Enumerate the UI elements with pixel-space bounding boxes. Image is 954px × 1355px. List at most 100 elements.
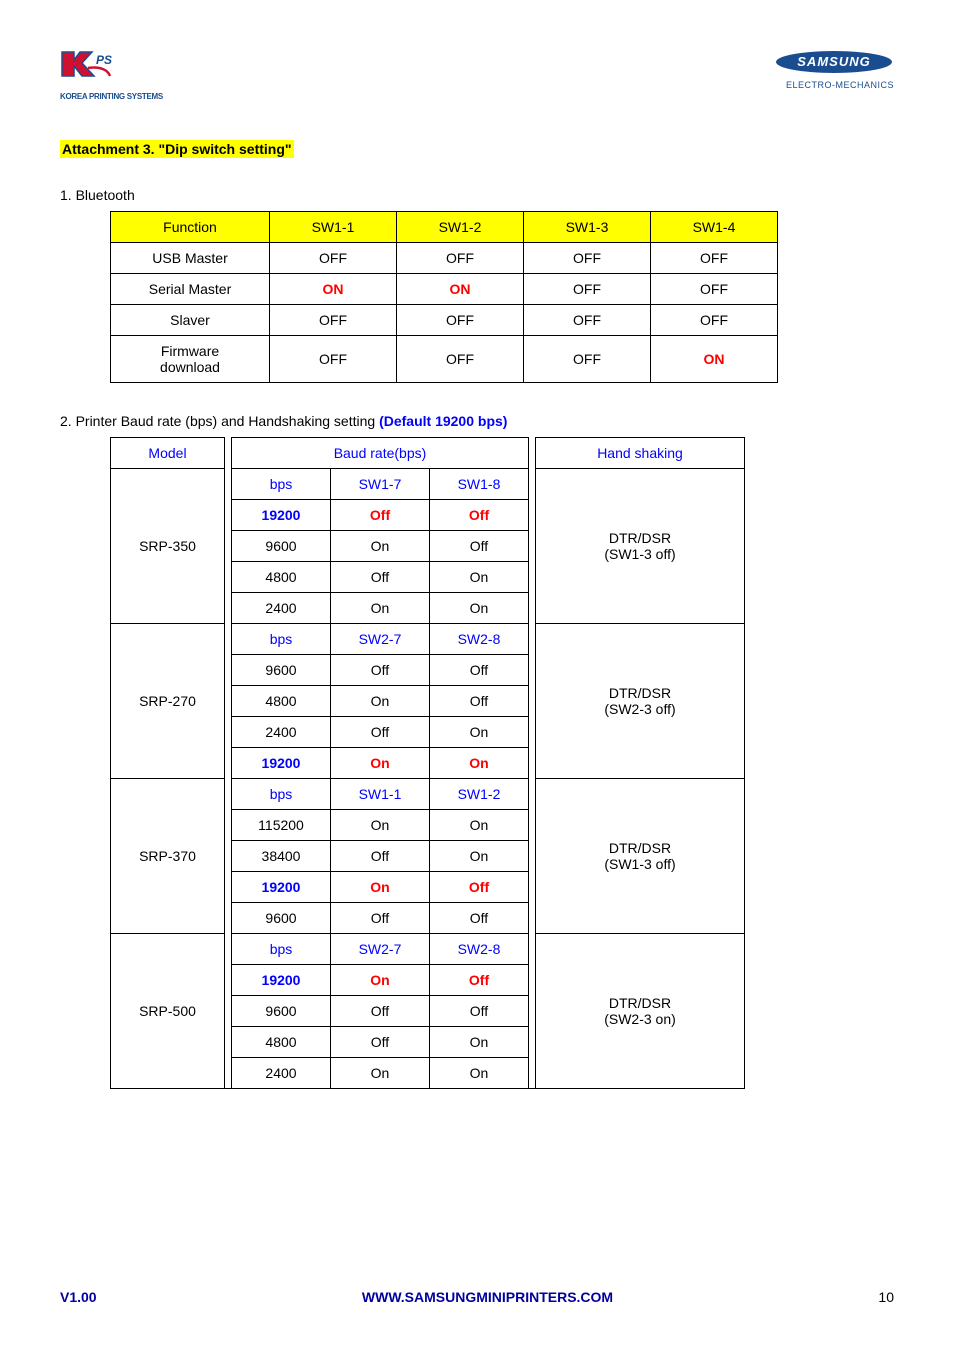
- separator: [225, 624, 232, 779]
- table-subheader-cell: bps: [232, 624, 331, 655]
- table-cell: On: [430, 1058, 529, 1089]
- attachment-title-row: Attachment 3. "Dip switch setting": [60, 141, 894, 157]
- table-cell: Off: [430, 996, 529, 1027]
- table-cell: 4800: [232, 562, 331, 593]
- table-subheader-cell: SW2-8: [430, 934, 529, 965]
- separator: [225, 469, 232, 624]
- table-cell: 2400: [232, 593, 331, 624]
- table-cell: On: [430, 810, 529, 841]
- attachment-title: Attachment 3. "Dip switch setting": [60, 140, 294, 158]
- samsung-logo-subtext: ELECTRO-MECHANICS: [786, 80, 894, 90]
- table-cell: Off: [430, 872, 529, 903]
- logo-kps-block: PS KOREA PRINTING SYSTEMS: [60, 50, 163, 101]
- table-cell: On: [430, 748, 529, 779]
- table-row: SlaverOFFOFFOFFOFF: [111, 305, 778, 336]
- table-subheader-cell: bps: [232, 779, 331, 810]
- handshaking-cell: DTR/DSR(SW1-3 off): [536, 469, 745, 624]
- table-header-cell: SW1-2: [397, 212, 524, 243]
- svg-text:SAMSUNG: SAMSUNG: [797, 54, 870, 69]
- table-cell: OFF: [651, 305, 778, 336]
- table-subheader-cell: SW2-7: [331, 624, 430, 655]
- table-cell: OFF: [651, 243, 778, 274]
- table-cell: On: [430, 562, 529, 593]
- footer-page-number: 10: [878, 1289, 894, 1305]
- kps-logo-subtext: KOREA PRINTING SYSTEMS: [60, 92, 163, 101]
- table-cell: ON: [270, 274, 397, 305]
- svg-text:PS: PS: [96, 53, 112, 67]
- table-cell: On: [331, 810, 430, 841]
- footer-url: WWW.SAMSUNGMINIPRINTERS.COM: [362, 1289, 613, 1305]
- table-cell: 19200: [232, 748, 331, 779]
- table-cell: 19200: [232, 965, 331, 996]
- table-cell: Off: [331, 903, 430, 934]
- table-cell: 9600: [232, 996, 331, 1027]
- model-cell: SRP-500: [111, 934, 225, 1089]
- table-cell: 9600: [232, 531, 331, 562]
- bluetooth-heading: 1. Bluetooth: [60, 187, 894, 203]
- table-cell: OFF: [397, 305, 524, 336]
- table-cell: Slaver: [111, 305, 270, 336]
- table-cell: On: [331, 531, 430, 562]
- table-cell: Off: [331, 841, 430, 872]
- handshaking-cell: DTR/DSR(SW2-3 on): [536, 934, 745, 1089]
- header-baud: Baud rate(bps): [232, 438, 529, 469]
- table-cell: 2400: [232, 717, 331, 748]
- table-header-row: FunctionSW1-1SW1-2SW1-3SW1-4: [111, 212, 778, 243]
- table-header-cell: SW1-4: [651, 212, 778, 243]
- table-cell: OFF: [524, 243, 651, 274]
- table-cell: ON: [651, 336, 778, 383]
- table-subheader-cell: bps: [232, 934, 331, 965]
- table-cell: OFF: [397, 336, 524, 383]
- separator: [529, 469, 536, 624]
- table-cell: ON: [397, 274, 524, 305]
- table-cell: Off: [331, 500, 430, 531]
- table-subheader-cell: SW2-7: [331, 934, 430, 965]
- table-subheader-cell: SW1-8: [430, 469, 529, 500]
- table-cell: On: [430, 593, 529, 624]
- table-subheader-cell: SW1-2: [430, 779, 529, 810]
- table-header-cell: SW1-3: [524, 212, 651, 243]
- separator: [529, 624, 536, 779]
- separator: [529, 934, 536, 1089]
- table-cell: OFF: [270, 305, 397, 336]
- baud-heading-text: 2. Printer Baud rate (bps) and Handshaki…: [60, 413, 379, 429]
- table-cell: Off: [331, 655, 430, 686]
- table-cell: On: [331, 686, 430, 717]
- table-cell: OFF: [397, 243, 524, 274]
- page-header: PS KOREA PRINTING SYSTEMS SAMSUNG ELECTR…: [60, 50, 894, 101]
- table-row: FirmwaredownloadOFFOFFOFFON: [111, 336, 778, 383]
- table-subheader-row: SRP-370bpsSW1-1SW1-2DTR/DSR(SW1-3 off): [111, 779, 745, 810]
- handshaking-cell: DTR/DSR(SW1-3 off): [536, 779, 745, 934]
- table-header-row: Model Baud rate(bps) Hand shaking: [111, 438, 745, 469]
- kps-logo-icon: PS: [60, 50, 115, 90]
- table-cell: Off: [331, 996, 430, 1027]
- model-cell: SRP-270: [111, 624, 225, 779]
- table-cell: OFF: [524, 336, 651, 383]
- table-subheader-cell: SW1-7: [331, 469, 430, 500]
- table-cell: 2400: [232, 1058, 331, 1089]
- table-cell: 115200: [232, 810, 331, 841]
- header-model: Model: [111, 438, 225, 469]
- separator: [225, 934, 232, 1089]
- baud-heading-default: (Default 19200 bps): [379, 413, 507, 429]
- samsung-logo-icon: SAMSUNG: [774, 50, 894, 77]
- table-cell: 9600: [232, 655, 331, 686]
- table-cell: USB Master: [111, 243, 270, 274]
- handshaking-cell: DTR/DSR(SW2-3 off): [536, 624, 745, 779]
- table-cell: 38400: [232, 841, 331, 872]
- table-subheader-cell: SW2-8: [430, 624, 529, 655]
- table-row: USB MasterOFFOFFOFFOFF: [111, 243, 778, 274]
- logo-samsung-block: SAMSUNG ELECTRO-MECHANICS: [774, 50, 894, 90]
- table-cell: 4800: [232, 686, 331, 717]
- table-cell: OFF: [270, 336, 397, 383]
- separator: [225, 779, 232, 934]
- table-cell: 19200: [232, 500, 331, 531]
- table-subheader-cell: bps: [232, 469, 331, 500]
- table-cell: Off: [430, 686, 529, 717]
- table-cell: Off: [430, 500, 529, 531]
- table-subheader-row: SRP-270bpsSW2-7SW2-8DTR/DSR(SW2-3 off): [111, 624, 745, 655]
- model-cell: SRP-350: [111, 469, 225, 624]
- table-cell: On: [331, 1058, 430, 1089]
- table-cell: Off: [331, 562, 430, 593]
- table-cell: 19200: [232, 872, 331, 903]
